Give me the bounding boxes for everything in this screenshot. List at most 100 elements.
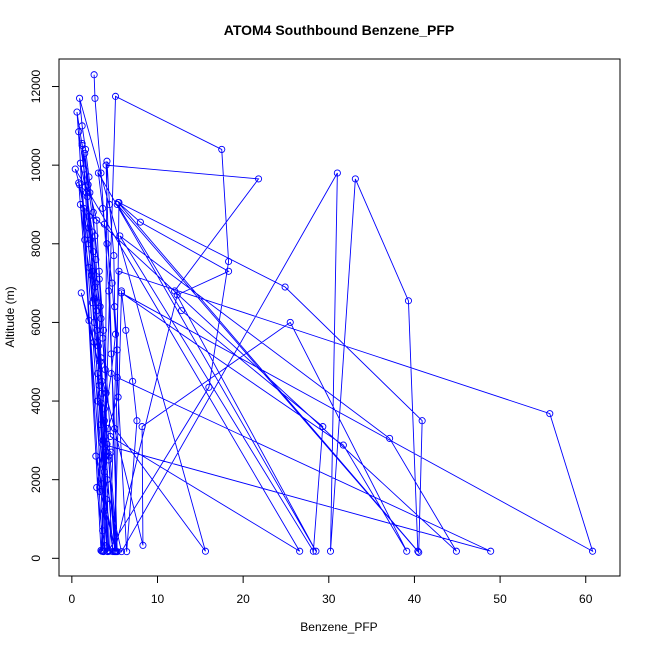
data-point [100, 507, 108, 515]
data-point [255, 175, 263, 183]
data-point [133, 417, 141, 425]
data-point [103, 476, 111, 484]
data-point [452, 547, 460, 555]
data-point [93, 483, 101, 492]
data-point [102, 161, 110, 169]
data-point [117, 287, 126, 295]
data-point [123, 548, 131, 556]
data-point [78, 139, 86, 148]
data-point [100, 417, 108, 425]
x-axis: 0 10 20 30 40 50 60 [69, 575, 593, 606]
data-point [106, 432, 114, 440]
plot-frame [58, 58, 621, 577]
data-point [78, 122, 86, 130]
data-point [80, 165, 88, 173]
x-tick-label-50: 50 [493, 592, 507, 606]
y-tick-label-4000: 4000 [29, 387, 43, 414]
data-point [97, 354, 105, 362]
data-point [90, 71, 98, 79]
data-point [115, 198, 123, 207]
data-point [136, 218, 144, 226]
data-point [205, 383, 213, 391]
data-point [286, 318, 294, 326]
data-point [107, 350, 115, 358]
data-point [99, 204, 107, 212]
data-point [326, 547, 335, 555]
data-point [86, 189, 94, 197]
data-point [100, 547, 108, 555]
data-point [76, 159, 84, 167]
data-point [218, 145, 226, 153]
data-point [177, 307, 186, 315]
y-tick-label-6000: 6000 [29, 309, 43, 336]
y-tick-label-2000: 2000 [29, 466, 43, 493]
data-point [404, 297, 413, 305]
data-point [101, 366, 109, 374]
data-point [102, 495, 110, 503]
data-point [98, 377, 106, 385]
data-point [93, 369, 102, 378]
data-point [83, 193, 91, 201]
data-point [98, 460, 106, 468]
y-tick-label-0: 0 [29, 555, 43, 562]
data-point [171, 287, 179, 295]
data-point [97, 399, 105, 407]
data-point [94, 169, 102, 177]
data-point [75, 179, 83, 187]
x-tick-label-30: 30 [322, 592, 336, 606]
data-point [76, 200, 84, 209]
data-point [91, 283, 99, 291]
data-point [93, 326, 101, 334]
data-point [85, 316, 93, 325]
data-point [225, 257, 233, 266]
data-point [97, 480, 105, 488]
data-point [85, 224, 93, 232]
data-point [77, 289, 85, 297]
data-point [99, 334, 107, 342]
x-tick-label-0: 0 [69, 592, 76, 606]
data-point [339, 441, 347, 449]
data-point [95, 275, 103, 283]
data-point [97, 169, 105, 177]
data-point [107, 448, 115, 456]
data-point [92, 255, 100, 264]
data-point [108, 279, 116, 287]
x-tick-label-20: 20 [236, 592, 250, 606]
data-point [73, 108, 81, 116]
data-point [122, 326, 130, 334]
data-point [129, 377, 137, 385]
data-point [111, 330, 120, 338]
data-point [111, 548, 120, 556]
data-point [95, 267, 103, 275]
data-point [81, 236, 89, 244]
data-point [281, 283, 289, 291]
data-point [139, 541, 147, 549]
x-tick-label-40: 40 [408, 592, 422, 606]
data-point [93, 338, 102, 346]
data-point [71, 165, 79, 173]
data-point [113, 200, 121, 209]
data-point [296, 547, 304, 555]
data-point [93, 397, 102, 405]
data-point [102, 389, 110, 397]
y-axis-label: Altitude (m) [3, 286, 17, 347]
data-point [99, 326, 108, 334]
data-point [415, 548, 423, 556]
data-point [201, 547, 210, 555]
x-tick-label-10: 10 [151, 592, 165, 606]
data-point [351, 175, 359, 183]
data-point [225, 267, 233, 275]
data-point [173, 291, 181, 299]
data-point [99, 440, 107, 448]
chart-title: ATOM4 Southbound Benzene_PFP [224, 22, 455, 38]
data-point [403, 547, 411, 555]
data-point [105, 200, 114, 209]
data-point [97, 314, 105, 323]
data-point [113, 373, 121, 382]
data-point [94, 342, 102, 350]
data-point [92, 452, 100, 460]
data-point [103, 157, 111, 165]
data-point [105, 452, 113, 460]
x-tick-label-60: 60 [579, 592, 593, 606]
